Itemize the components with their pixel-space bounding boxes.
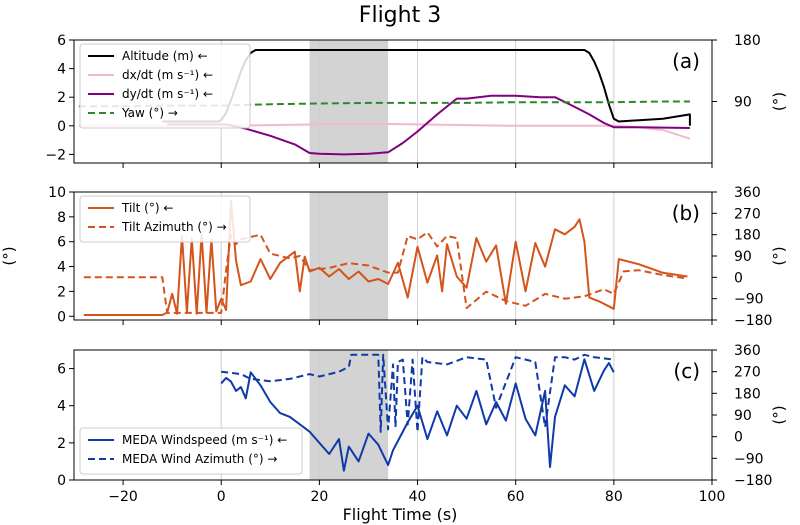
legend-entry: Tilt Azimuth (°) →	[121, 220, 227, 234]
left-tick-label: 8	[57, 210, 66, 226]
right-tick-label: −180	[734, 313, 772, 329]
left-tick-label: 0	[57, 473, 66, 489]
legend-box	[79, 427, 303, 475]
figure-title: Flight 3	[359, 3, 441, 28]
x-axis-label: Flight Time (s)	[343, 505, 458, 524]
panel-label: (c)	[673, 359, 700, 383]
left-tick-label: 2	[57, 436, 66, 452]
x-tick-label: 0	[217, 489, 226, 505]
legend: Tilt (°) ← Tilt Azimuth (°) →	[79, 195, 251, 243]
left-tick-label: 10	[48, 185, 66, 201]
right-tick-label: 0	[734, 430, 743, 446]
legend-entry: Altitude (m) ←	[122, 49, 208, 63]
x-tick-label: 100	[699, 489, 726, 505]
right-tick-label: −90	[734, 292, 764, 308]
shaded-region	[309, 350, 389, 480]
right-axis-label: (°)	[770, 246, 788, 265]
panel-0: −2 0 2 4 6 90 180 (°) (a) Altitude (m) ← dx/dt (m …	[45, 33, 788, 168]
right-tick-label: −90	[734, 451, 764, 467]
right-tick-label: 360	[734, 343, 761, 359]
legend: Altitude (m) ← dx/dt (m s⁻¹) ← dy/dt (m s⁻…	[79, 43, 251, 129]
left-axis-label: (°)	[0, 246, 18, 265]
left-tick-label: 6	[57, 33, 66, 49]
legend-entry: Tilt (°) ←	[121, 201, 173, 215]
legend-entry: dy/dt (m s⁻¹) ←	[122, 87, 213, 101]
legend-entry: MEDA Windspeed (m s⁻¹) ←	[122, 433, 287, 447]
left-tick-label: 0	[57, 119, 66, 135]
right-tick-label: 180	[734, 386, 761, 402]
left-tick-label: 0	[57, 309, 66, 325]
legend: MEDA Windspeed (m s⁻¹) ← MEDA Wind Azimut…	[79, 427, 303, 475]
right-tick-label: 360	[734, 185, 761, 201]
panel-2: 0 2 4 6 −180 −90 0 90 180 270 360 −20 0 20 40 60 80 100 (°…	[57, 343, 788, 505]
panel-label: (a)	[672, 49, 700, 73]
right-tick-label: 90	[734, 95, 752, 111]
left-tick-label: 2	[57, 90, 66, 106]
x-tick-label: 60	[507, 489, 525, 505]
legend-entry: MEDA Wind Azimuth (°) →	[122, 452, 277, 466]
right-tick-label: 270	[734, 365, 761, 381]
right-tick-label: 90	[734, 249, 752, 265]
series-line	[167, 94, 690, 156]
panel-1: 0 2 4 6 8 10 −180 −90 0 90 180 270 360 (°) (°) (b) Tilt …	[0, 185, 788, 329]
series-line	[83, 199, 688, 316]
right-axis-label: (°)	[770, 92, 788, 111]
right-tick-label: 0	[734, 270, 743, 286]
series-line	[220, 358, 615, 472]
left-tick-label: 4	[57, 399, 66, 415]
x-tick-label: 20	[310, 489, 328, 505]
left-tick-label: 4	[57, 62, 66, 78]
shaded-region	[309, 40, 389, 163]
legend-entry: dx/dt (m s⁻¹) ←	[122, 68, 213, 82]
series-group	[220, 353, 615, 472]
left-tick-label: −2	[45, 147, 66, 163]
right-tick-label: 180	[734, 228, 761, 244]
shaded-region	[309, 192, 389, 320]
left-tick-label: 6	[57, 235, 66, 251]
left-tick-label: 4	[57, 260, 66, 276]
right-tick-label: −180	[734, 473, 772, 489]
right-axis-label: (°)	[770, 405, 788, 424]
series-group	[83, 199, 688, 316]
panel-label: (b)	[672, 201, 700, 225]
right-tick-label: 270	[734, 206, 761, 222]
legend-box	[79, 43, 251, 129]
right-tick-label: 90	[734, 408, 752, 424]
legend-box	[79, 195, 251, 243]
series-line	[221, 353, 614, 433]
left-tick-label: 2	[57, 284, 66, 300]
x-tick-label: −20	[108, 489, 138, 505]
left-tick-label: 6	[57, 362, 66, 378]
x-tick-label: 80	[605, 489, 623, 505]
x-tick-label: 40	[409, 489, 427, 505]
series-line	[83, 231, 688, 314]
legend-entry: Yaw (°) →	[121, 106, 178, 120]
right-tick-label: 180	[734, 33, 761, 49]
